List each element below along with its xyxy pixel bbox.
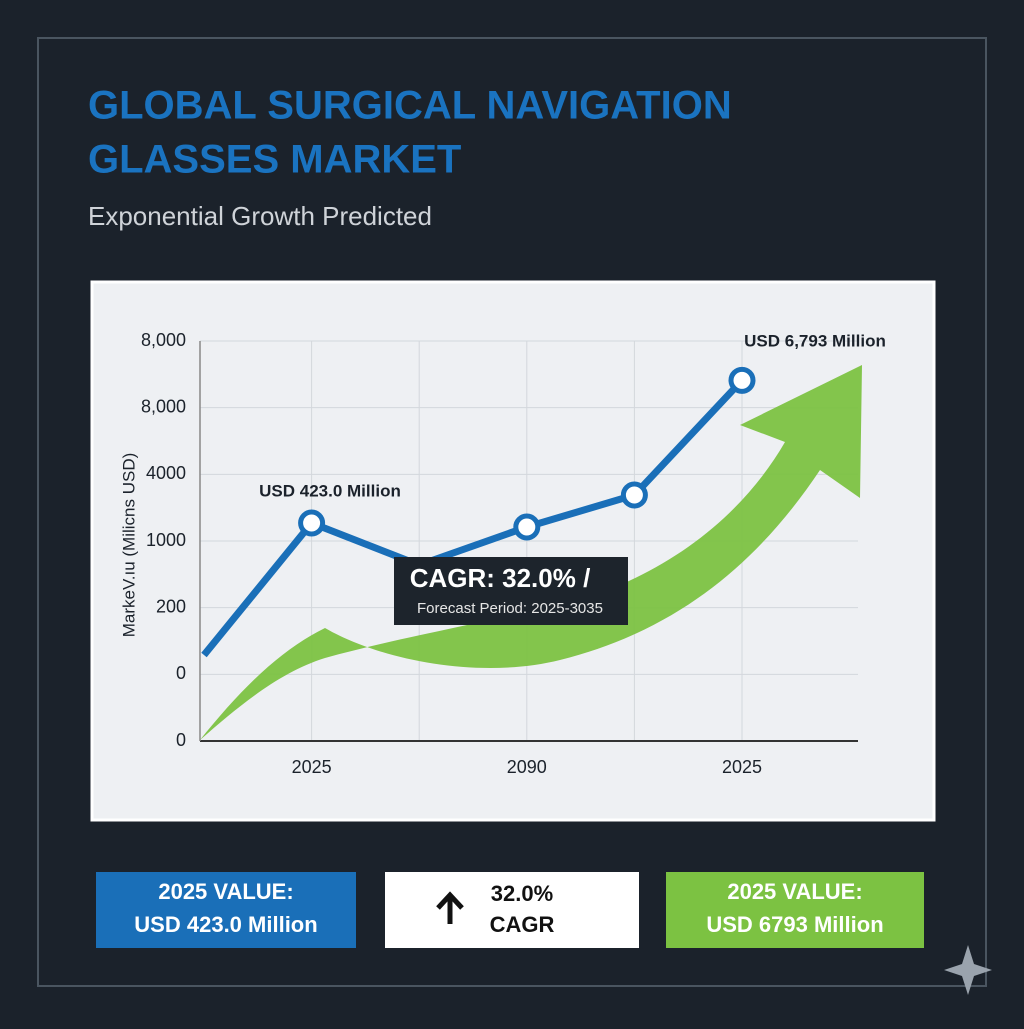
title: GLOBAL SURGICAL NAVIGATION — [88, 84, 732, 128]
growth-arrow — [200, 365, 862, 740]
annotation: USD 423.0 Million — [259, 481, 401, 500]
y-tick-label: 8,000 — [141, 330, 186, 350]
card — [666, 872, 924, 948]
cagr-text: CAGR: 32.0% / — [410, 563, 591, 593]
up-arrow-icon — [436, 891, 464, 924]
data-point — [620, 481, 648, 509]
card-text: 2025 VALUE: — [158, 879, 293, 904]
y-tick-label: 0 — [176, 663, 186, 683]
y-tick-label: 0 — [176, 730, 186, 750]
data-line — [201, 377, 745, 658]
y-tick-label: 8,000 — [141, 396, 186, 416]
title: GLASSES MARKET — [88, 138, 461, 182]
x-tick-label: 2025 — [292, 757, 332, 777]
line-layer — [201, 366, 756, 658]
y-tick-label: 4000 — [146, 463, 186, 483]
card-text: USD 423.0 Million — [134, 912, 317, 937]
x-tick-label: 2025 — [722, 757, 762, 777]
subtitle: Exponential Growth Predicted — [88, 201, 432, 231]
cagr-box — [394, 557, 628, 625]
card — [96, 872, 356, 948]
x-tick-label: 2090 — [507, 757, 547, 777]
sparkle-icon — [944, 945, 992, 995]
frame — [37, 37, 987, 987]
data-point — [298, 509, 326, 537]
annotation: USD 6,793 Million — [744, 331, 886, 350]
chart-panel — [90, 280, 936, 822]
y-axis-label: MarkeV.ıu (Milicns USD) — [119, 453, 138, 638]
card-text: CAGR — [490, 912, 555, 937]
plot: 0 0 200 1000 4000 8,000 8,000 2025 2090 2025 — [141, 330, 858, 777]
card — [385, 872, 639, 948]
y-tick-label: 200 — [156, 596, 186, 616]
data-point — [728, 366, 756, 394]
card-text: 2025 VALUE: — [727, 879, 862, 904]
data-point — [513, 513, 541, 541]
card-text: USD 6793 Million — [706, 912, 883, 937]
card-text: 32.0% — [491, 881, 553, 906]
y-tick-label: 1000 — [146, 530, 186, 550]
forecast-text: Forecast Period: 2025-3035 — [417, 600, 603, 617]
